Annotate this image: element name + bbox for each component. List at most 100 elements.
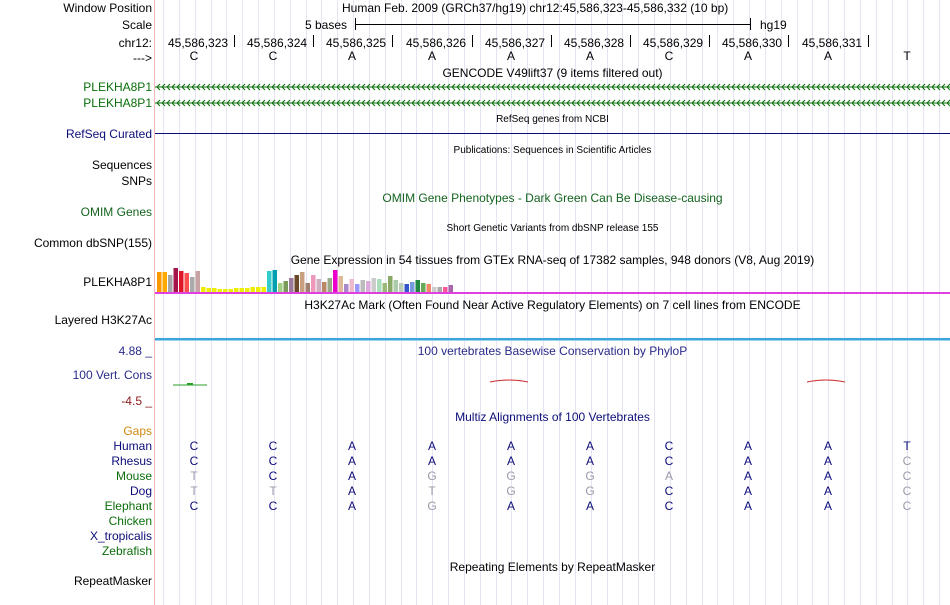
strand-chevron	[316, 99, 321, 107]
gtex-tissue-bar[interactable]	[415, 280, 421, 292]
gtex-tissue-bar[interactable]	[443, 287, 448, 292]
strand-chevron	[746, 83, 751, 91]
gtex-tissue-bar[interactable]	[338, 276, 344, 292]
gtex-tissue-bar[interactable]	[184, 273, 190, 292]
multiz-gaps-label[interactable]: Gaps	[123, 424, 152, 438]
gtex-tissue-bar[interactable]	[294, 275, 300, 292]
phylop-conservation-plot[interactable]	[155, 372, 950, 392]
gtex-tissue-bar[interactable]	[173, 268, 179, 292]
gridline	[939, 0, 940, 605]
gtex-tissue-bar[interactable]	[322, 282, 327, 292]
species-label[interactable]: Zebrafish	[101, 544, 152, 558]
gtex-tissue-bar[interactable]	[206, 288, 212, 292]
gtex-tissue-bar[interactable]	[157, 272, 162, 292]
gridline	[211, 0, 212, 605]
gtex-tissue-bar[interactable]	[300, 272, 305, 292]
phylop-negative-mark[interactable]	[806, 379, 846, 383]
gtex-tissue-bar[interactable]	[404, 284, 410, 292]
gencode-gene-models[interactable]	[155, 80, 950, 110]
gtex-tissue-bar[interactable]	[234, 288, 239, 292]
gtex-tissue-bar[interactable]	[179, 271, 184, 292]
gtex-tissue-bar[interactable]	[371, 278, 377, 292]
gtex-tissue-bar[interactable]	[162, 272, 168, 292]
publications-sequences-label[interactable]: Sequences	[91, 158, 152, 172]
repeatmasker-track-label[interactable]: RepeatMasker	[73, 574, 152, 588]
coordinate-tick	[234, 35, 235, 47]
gtex-tissue-bar[interactable]	[261, 287, 267, 292]
gtex-tissue-bar[interactable]	[228, 289, 234, 292]
gtex-tissue-bar[interactable]	[267, 271, 272, 292]
gtex-tissue-bar[interactable]	[382, 283, 388, 292]
gtex-tissue-bar[interactable]	[333, 270, 338, 292]
gtex-tissue-bar[interactable]	[278, 283, 283, 292]
strand-chevron	[211, 99, 216, 107]
gtex-tissue-bar[interactable]	[239, 288, 245, 292]
gtex-tissue-bar[interactable]	[437, 287, 443, 292]
coordinate-label: 45,586,327	[485, 36, 546, 50]
strand-chevron	[301, 99, 306, 107]
gtex-tissue-bar[interactable]	[327, 278, 333, 292]
alignment-base: A	[664, 469, 673, 483]
gtex-tissue-bar[interactable]	[311, 275, 316, 292]
species-label[interactable]: Human	[113, 439, 152, 453]
gtex-tissue-bar[interactable]	[366, 281, 371, 292]
strand-chevron	[281, 99, 286, 107]
h3k27ac-signal[interactable]	[155, 338, 950, 340]
gtex-tissue-bar[interactable]	[355, 284, 360, 292]
gtex-tissue-bar[interactable]	[349, 279, 355, 292]
species-label[interactable]: Mouse	[115, 469, 152, 483]
gtex-tissue-bar[interactable]	[399, 283, 404, 292]
phylop-negative-mark[interactable]	[489, 379, 529, 383]
gtex-tissue-bar[interactable]	[201, 287, 206, 292]
species-label[interactable]: Elephant	[104, 499, 152, 513]
gtex-tissue-bar[interactable]	[393, 280, 399, 292]
gtex-tissue-bar[interactable]	[305, 283, 311, 292]
gtex-tissue-bar[interactable]	[388, 276, 393, 292]
gtex-tissue-bar[interactable]	[217, 289, 223, 292]
phylop-positive-peak[interactable]	[187, 383, 193, 385]
gtex-tissue-bar[interactable]	[223, 289, 228, 292]
gtex-tissue-bar[interactable]	[250, 287, 256, 292]
gtex-tissue-bar[interactable]	[195, 271, 201, 292]
omim-track-title: OMIM Gene Phenotypes - Dark Green Can Be…	[382, 191, 723, 205]
strand-chevron	[866, 83, 871, 91]
gtex-tissue-bar[interactable]	[212, 288, 217, 292]
species-label[interactable]: X_tropicalis	[89, 529, 152, 543]
gtex-tissue-bar[interactable]	[190, 277, 195, 292]
strand-chevron	[761, 83, 766, 91]
gencode-gene-label-1[interactable]: PLEKHA8P1	[83, 80, 152, 94]
gtex-expression-bars[interactable]	[155, 266, 950, 296]
gtex-tissue-bar[interactable]	[432, 287, 437, 292]
gtex-tissue-bar[interactable]	[344, 284, 349, 292]
gtex-tissue-bar[interactable]	[245, 288, 250, 292]
gtex-tissue-bar[interactable]	[289, 278, 294, 292]
gtex-gene-label[interactable]: PLEKHA8P1	[83, 275, 152, 289]
species-label[interactable]: Rhesus	[111, 454, 152, 468]
species-label[interactable]: Chicken	[108, 514, 152, 528]
omim-track-label[interactable]: OMIM Genes	[80, 205, 152, 219]
gencode-gene-label-2[interactable]: PLEKHA8P1	[83, 96, 152, 110]
gtex-tissue-bar[interactable]	[421, 283, 426, 292]
gtex-tissue-bar[interactable]	[410, 282, 415, 292]
gtex-tissue-bar[interactable]	[426, 284, 432, 292]
phylop-track-title: 100 vertebrates Basewise Conservation by…	[417, 344, 688, 358]
phylop-track-label[interactable]: 100 Vert. Cons	[72, 368, 152, 382]
gtex-tissue-bar[interactable]	[448, 285, 454, 292]
gtex-tissue-bar[interactable]	[256, 287, 261, 292]
strand-chevron	[691, 83, 696, 91]
gtex-tissue-bar[interactable]	[283, 281, 289, 292]
gtex-tissue-bar[interactable]	[377, 279, 382, 292]
h3k27ac-track-label[interactable]: Layered H3K27Ac	[54, 313, 152, 327]
refseq-track-label[interactable]: RefSeq Curated	[65, 127, 152, 141]
gtex-tissue-bar[interactable]	[360, 280, 366, 292]
gtex-tissue-bar[interactable]	[316, 279, 322, 292]
dbsnp-track-label[interactable]: Common dbSNP(155)	[33, 236, 152, 250]
refseq-gene-line[interactable]	[155, 133, 950, 134]
gtex-tissue-bar[interactable]	[272, 270, 278, 292]
strand-chevron	[571, 99, 576, 107]
gtex-tissue-bar[interactable]	[168, 275, 173, 292]
publications-snps-label[interactable]: SNPs	[121, 174, 152, 188]
gridline	[496, 0, 497, 605]
species-label[interactable]: Dog	[129, 484, 152, 498]
